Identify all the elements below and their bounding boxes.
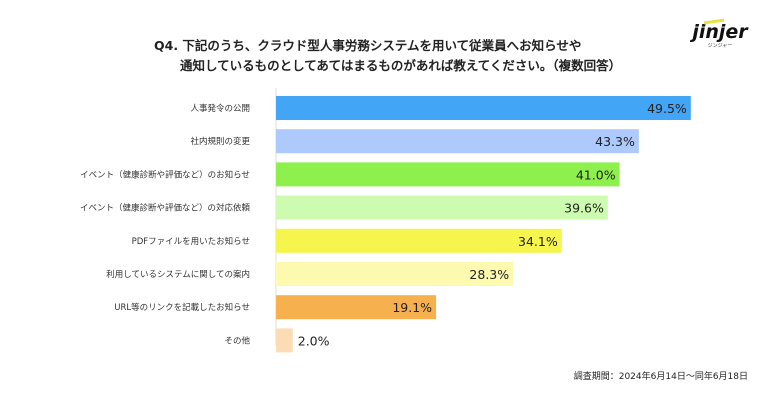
bar [276, 295, 437, 320]
value-label: 43.3% [595, 134, 635, 149]
survey-period: 調査期間：2024年6月14日〜同年6月18日 [573, 372, 748, 382]
title-line-1: Q4. 下記のうち、クラウド型人事労務システムを用いて従業員へお知らせや [154, 38, 582, 53]
bar [276, 195, 608, 220]
category-label: その他 [224, 335, 250, 346]
value-label: 28.3% [469, 267, 509, 282]
category-label: 人事発令の公開 [190, 103, 250, 114]
category-label: URL等のリンクを記載したお知らせ [114, 302, 250, 313]
bar [276, 129, 639, 154]
category-label: 社内規則の変更 [190, 136, 250, 147]
bar [276, 262, 514, 286]
jinjer-logo: jinjer ジンジャー [690, 18, 750, 49]
bar [276, 96, 691, 120]
category-label: 利用しているシステムに関しての案内 [106, 269, 250, 280]
category-label: PDFファイルを用いたお知らせ [132, 236, 250, 247]
category-label: イベント（健康診断や評価など）のお知らせ [80, 169, 250, 180]
bar [276, 228, 562, 253]
category-label: イベント（健康診断や評価など）の対応依頼 [80, 203, 251, 214]
title-line-2: 通知しているものとしてあてはまるものがあれば教えてください。（複数回答） [180, 58, 622, 73]
chart-title: Q4. 下記のうち、クラウド型人事労務システムを用いて従業員へお知らせや 通知し… [154, 36, 621, 76]
logo-wordmark: jinjer [692, 21, 748, 43]
value-label: 19.1% [392, 300, 432, 315]
value-label: 2.0% [298, 333, 330, 348]
bar [276, 162, 620, 187]
value-label: 34.1% [518, 234, 558, 249]
value-label: 39.6% [564, 201, 604, 216]
bar [276, 328, 293, 353]
value-label: 41.0% [576, 167, 616, 182]
logo-sub: ジンジャー [707, 43, 733, 49]
value-label: 49.5% [647, 101, 687, 116]
